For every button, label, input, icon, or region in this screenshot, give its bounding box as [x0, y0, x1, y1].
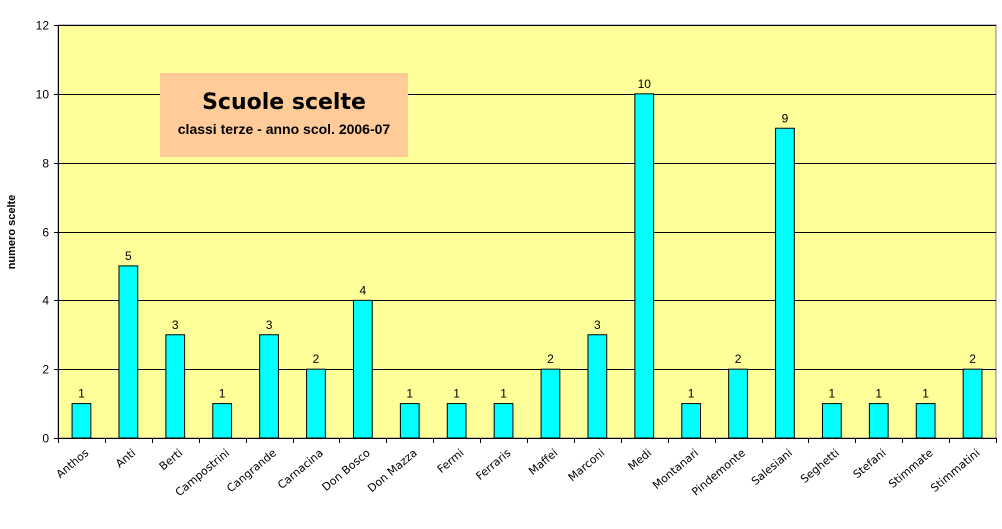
data-label: 1: [500, 387, 507, 401]
data-label: 3: [266, 318, 273, 332]
x-tick-label: Carnacina: [275, 446, 326, 491]
x-tick-label: Fermi: [435, 446, 467, 476]
bar: [352, 299, 373, 439]
chart-subtitle: classi terze - anno scol. 2006-07: [177, 121, 391, 137]
bar: [728, 368, 748, 439]
x-tick-label: Don Bosco: [320, 446, 373, 494]
bar: [118, 265, 139, 439]
x-axis: Anthos Anti BertiCampostriniCangrandeCarna…: [54, 438, 997, 499]
y-axis: 0 2 4 6 8 10 12: [36, 19, 59, 446]
y-tick-label: 6: [42, 226, 49, 240]
data-label: 2: [313, 352, 320, 366]
y-tick-label: 0: [42, 432, 49, 446]
bar: [540, 368, 561, 439]
chart-title-box: Scuole scelte classi terze - anno scol. …: [160, 73, 408, 157]
bar: [868, 403, 889, 439]
y-tick-label: 2: [42, 363, 49, 377]
x-tick-label: Marconi: [566, 446, 608, 484]
x-tick-label: Don Mazza: [365, 446, 419, 495]
data-label: 9: [782, 111, 789, 125]
x-tick-label: Salesiani: [749, 446, 795, 488]
bar: [212, 403, 233, 439]
data-label: 4: [360, 283, 367, 297]
data-label: 2: [969, 352, 976, 366]
data-label: 1: [922, 387, 929, 401]
x-tick-label: Anthos: [54, 446, 92, 481]
bar: [493, 403, 514, 439]
x-tick-label: Berti: [157, 446, 185, 473]
bar: [821, 403, 842, 439]
data-label: 2: [735, 352, 742, 366]
data-label: 1: [688, 387, 695, 401]
bar: [681, 403, 702, 439]
x-tick-label: Seghetti: [798, 446, 842, 486]
data-label: 10: [638, 77, 652, 91]
data-label: 5: [125, 249, 132, 263]
x-tick-label: Ferraris: [473, 446, 513, 483]
data-label: 1: [78, 387, 85, 401]
bar: [775, 127, 795, 439]
data-label: 2: [547, 352, 554, 366]
x-tick-label: Maffei: [526, 446, 560, 478]
bar: [587, 334, 608, 439]
x-tick-label: Stefani: [851, 446, 889, 481]
data-labels: 1 5 3 1 3 2 4 1 1 1 2 3 10 1 2 9 1 1 1 2: [78, 77, 976, 401]
data-label: 1: [453, 387, 460, 401]
x-tick-label: Stimmatini: [928, 446, 982, 494]
data-label: 1: [829, 387, 836, 401]
data-label: 1: [406, 387, 413, 401]
bar: [165, 334, 186, 439]
y-tick-label: 12: [36, 19, 50, 33]
y-axis-label: numero scelte: [6, 194, 18, 270]
y-tick-label: 8: [42, 157, 49, 171]
bar: [259, 334, 279, 439]
bar: [634, 93, 655, 439]
bar: [446, 403, 467, 439]
bar: [915, 403, 936, 439]
bars: [71, 93, 983, 439]
data-label: 3: [594, 318, 601, 332]
y-tick-label: 4: [42, 294, 49, 308]
x-tick-label: Medi: [626, 446, 655, 473]
chart-title: Scuole scelte: [202, 90, 366, 115]
bar: [71, 403, 92, 439]
y-tick-label: 10: [36, 88, 50, 102]
data-label: 3: [172, 318, 179, 332]
bar: [399, 403, 420, 439]
bar: [962, 368, 983, 439]
x-tick-label: Anti: [113, 446, 138, 470]
data-label: 1: [875, 387, 882, 401]
data-label: 1: [219, 387, 226, 401]
bar: [306, 368, 326, 439]
x-tick-label: Cangrande: [224, 446, 279, 495]
